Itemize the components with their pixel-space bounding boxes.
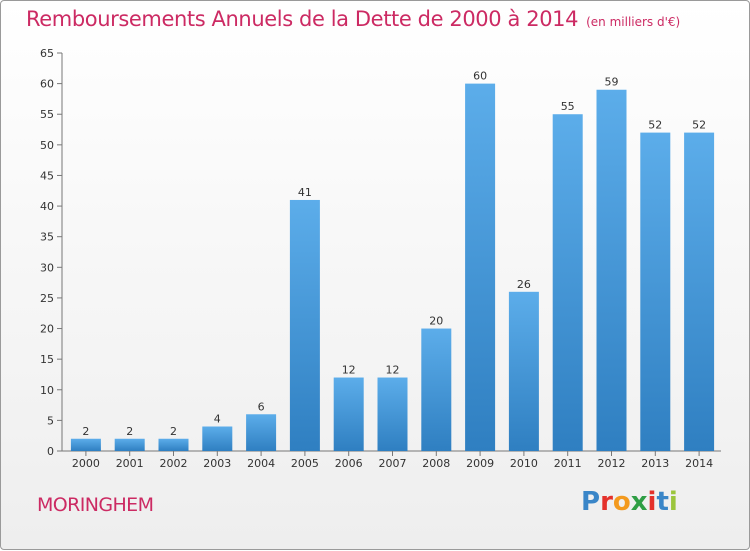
data-label: 2 bbox=[170, 425, 177, 438]
bar bbox=[246, 414, 277, 451]
y-tick-label: 45 bbox=[40, 169, 54, 182]
data-label: 2 bbox=[126, 425, 133, 438]
data-label: 60 bbox=[473, 70, 487, 83]
bar bbox=[465, 83, 496, 451]
bar bbox=[508, 291, 539, 451]
bars bbox=[70, 83, 715, 451]
data-label: 26 bbox=[517, 278, 531, 291]
x-tick-label: 2011 bbox=[554, 457, 582, 470]
y-tick-label: 35 bbox=[40, 231, 54, 244]
data-label: 41 bbox=[298, 186, 312, 199]
y-tick-label: 20 bbox=[40, 323, 54, 336]
axes: 0 5 10 15 20 25 30 35 40 45 50 55 60 65 2000 2001 2002 20… bbox=[40, 47, 721, 470]
chart-title: Remboursements Annuels de la Dette de 20… bbox=[26, 7, 680, 31]
y-tick-label: 25 bbox=[40, 292, 54, 305]
y-tick-label: 5 bbox=[47, 414, 54, 427]
bar bbox=[552, 114, 583, 451]
x-tick-label: 2000 bbox=[72, 457, 100, 470]
logo-letter: i bbox=[668, 487, 678, 517]
data-label: 6 bbox=[258, 400, 265, 413]
bar bbox=[640, 132, 671, 451]
x-tick-label: 2010 bbox=[510, 457, 538, 470]
logo-letter: P bbox=[581, 487, 601, 517]
x-tick-label: 2001 bbox=[116, 457, 144, 470]
data-label: 52 bbox=[692, 119, 706, 132]
x-tick-label: 2009 bbox=[466, 457, 494, 470]
y-tick-label: 50 bbox=[40, 139, 54, 152]
proxiti-logo: Proxiti bbox=[581, 487, 678, 517]
logo-letter: o bbox=[612, 487, 631, 517]
commune-name: MORINGHEM bbox=[37, 494, 154, 516]
x-tick-label: 2003 bbox=[203, 457, 231, 470]
x-tick-label: 2008 bbox=[422, 457, 450, 470]
data-label: 12 bbox=[342, 364, 356, 377]
bar bbox=[377, 377, 408, 451]
x-tick-label: 2004 bbox=[247, 457, 275, 470]
bar bbox=[333, 377, 364, 451]
y-tick-label: 30 bbox=[40, 261, 54, 274]
data-label: 20 bbox=[429, 315, 443, 328]
data-labels: 2 2 2 4 6 41 12 12 20 60 26 55 59 52 52 bbox=[82, 70, 706, 438]
data-label: 59 bbox=[605, 76, 619, 89]
data-label: 12 bbox=[386, 364, 400, 377]
y-tick-label: 0 bbox=[47, 445, 54, 458]
y-tick-label: 60 bbox=[40, 78, 54, 91]
y-tick-label: 15 bbox=[40, 353, 54, 366]
data-label: 2 bbox=[82, 425, 89, 438]
bar bbox=[596, 89, 627, 451]
x-tick-label: 2014 bbox=[685, 457, 713, 470]
bar bbox=[202, 426, 233, 451]
bar bbox=[158, 438, 189, 451]
y-tick-label: 55 bbox=[40, 108, 54, 121]
bar bbox=[421, 328, 452, 451]
x-tick-label: 2007 bbox=[379, 457, 407, 470]
data-label: 52 bbox=[648, 119, 662, 132]
y-tick-label: 40 bbox=[40, 200, 54, 213]
logo-letter: x bbox=[630, 487, 648, 517]
y-tick-label: 65 bbox=[40, 47, 54, 60]
x-tick-label: 2005 bbox=[291, 457, 319, 470]
bar bbox=[70, 438, 101, 451]
data-label: 55 bbox=[561, 100, 575, 113]
bar bbox=[289, 199, 320, 451]
logo-letter: t bbox=[656, 487, 669, 517]
x-tick-label: 2006 bbox=[335, 457, 363, 470]
title-unit: (en milliers d'€) bbox=[586, 15, 681, 29]
title-main: Remboursements Annuels de la Dette de 20… bbox=[26, 7, 579, 31]
y-tick-label: 10 bbox=[40, 384, 54, 397]
bar bbox=[684, 132, 715, 451]
logo-letter: r bbox=[600, 487, 613, 517]
x-tick-label: 2012 bbox=[598, 457, 626, 470]
data-label: 4 bbox=[214, 413, 221, 426]
x-tick-label: 2002 bbox=[160, 457, 188, 470]
bar bbox=[114, 438, 145, 451]
x-tick-label: 2013 bbox=[641, 457, 669, 470]
logo-letter: i bbox=[647, 487, 657, 517]
